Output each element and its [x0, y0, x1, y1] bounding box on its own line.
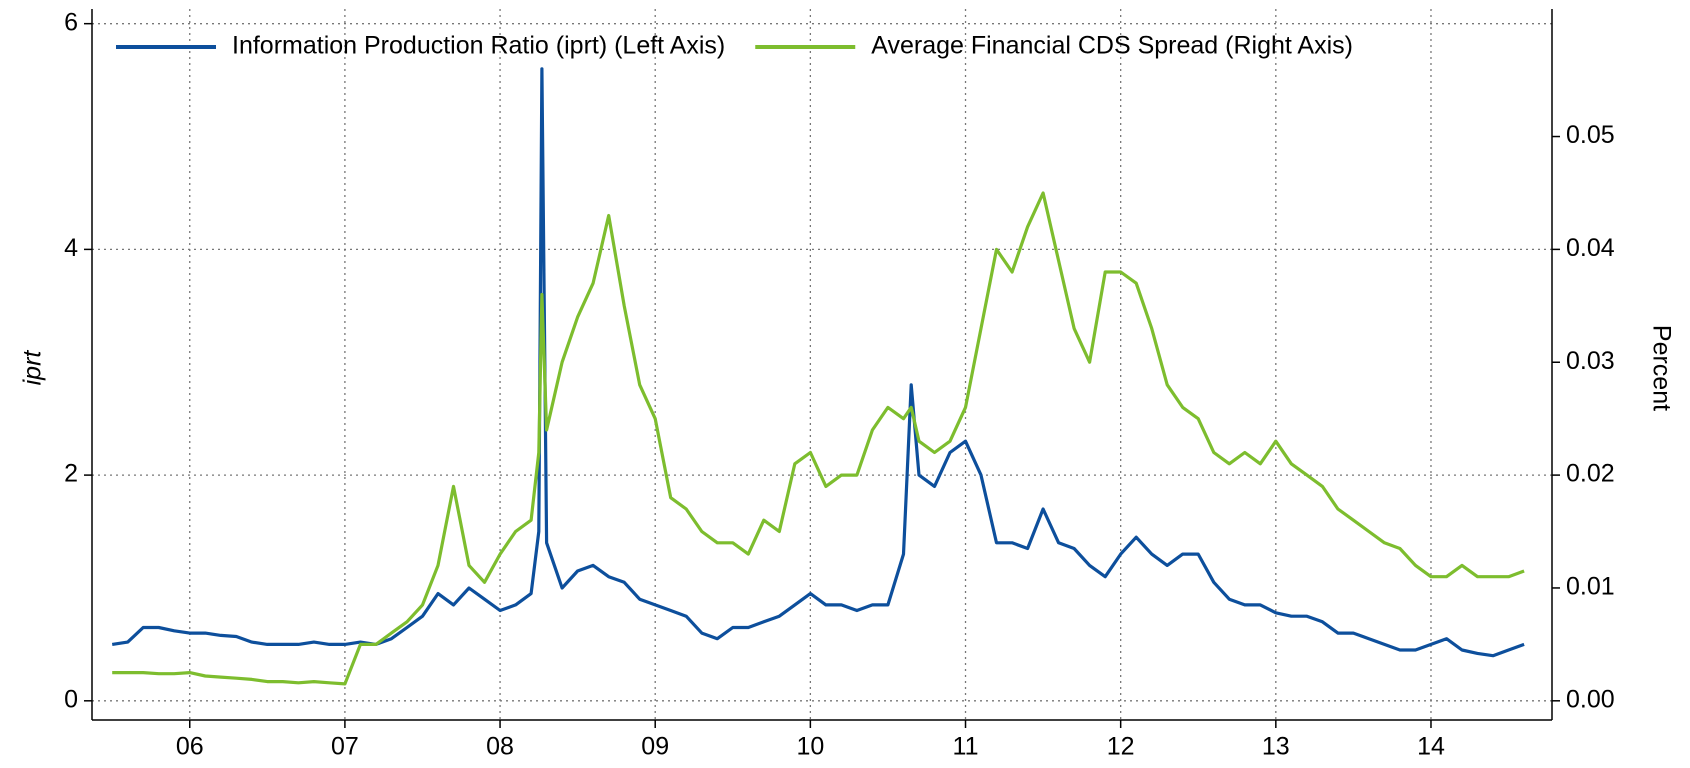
y2-tick-label: 0.05: [1566, 121, 1615, 149]
x-tick-label: 12: [1107, 733, 1135, 761]
y2-tick-label: 0.02: [1566, 460, 1615, 488]
legend-label: Information Production Ratio (iprt) (Lef…: [232, 32, 725, 60]
legend-label: Average Financial CDS Spread (Right Axis…: [871, 32, 1353, 60]
x-tick-label: 10: [796, 733, 824, 761]
x-tick-label: 14: [1417, 733, 1445, 761]
y-tick-label: 6: [64, 8, 78, 36]
x-tick-label: 07: [331, 733, 359, 761]
y2-tick-label: 0.04: [1566, 234, 1615, 262]
x-tick-label: 08: [486, 733, 514, 761]
line: [112, 191, 1525, 686]
line: [111, 67, 1525, 658]
y-tick-label: 4: [64, 234, 78, 262]
y-axis-label: iprt: [19, 350, 47, 386]
x-tick-label: 06: [176, 733, 204, 761]
y2-axis-label: Percent: [1647, 325, 1675, 411]
x-tick-label: 13: [1262, 733, 1290, 761]
x-tick-label: 09: [641, 733, 669, 761]
y2-tick-label: 0.03: [1566, 347, 1615, 375]
y2-tick-label: 0.00: [1566, 685, 1615, 713]
y-tick-label: 0: [64, 685, 78, 713]
x-tick-label: 11: [953, 733, 979, 761]
y-tick-label: 2: [64, 460, 78, 488]
y2-tick-label: 0.01: [1566, 573, 1615, 601]
